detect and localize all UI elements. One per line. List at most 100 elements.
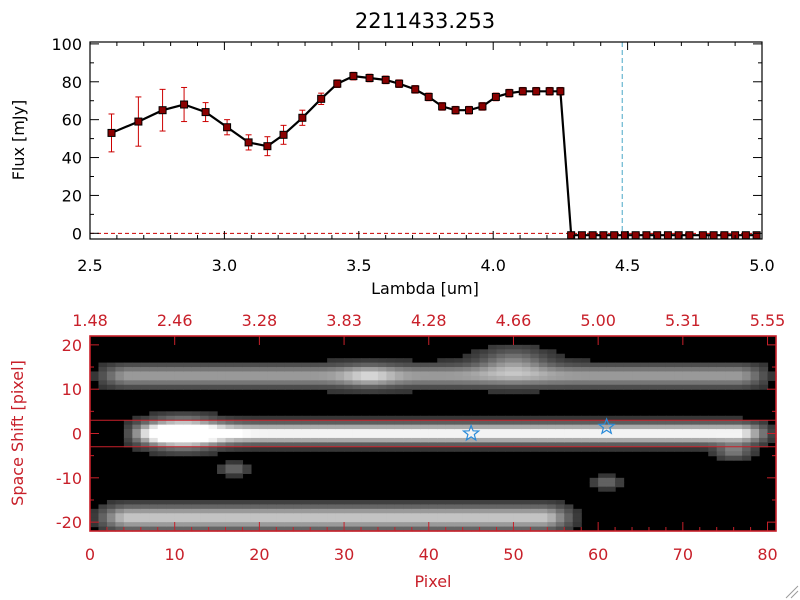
image-pixel bbox=[132, 415, 142, 421]
image-pixel bbox=[479, 526, 489, 532]
image-pixel bbox=[598, 375, 608, 381]
image-pixel bbox=[284, 504, 294, 510]
resize-grip-icon[interactable] bbox=[785, 585, 799, 599]
image-pixel bbox=[708, 424, 718, 430]
image-pixel bbox=[521, 526, 531, 532]
image-pixel bbox=[183, 513, 193, 519]
image-pixel bbox=[420, 375, 430, 381]
image-pixel bbox=[632, 420, 642, 426]
image-pixel bbox=[530, 429, 540, 435]
image-pixel bbox=[284, 420, 294, 426]
image-pixel bbox=[598, 482, 608, 488]
image-pixel bbox=[327, 429, 337, 435]
image-pixel bbox=[488, 446, 498, 452]
image-pixel bbox=[166, 522, 176, 528]
image-pixel bbox=[420, 415, 430, 421]
image-pixel bbox=[242, 526, 252, 532]
image-pixel bbox=[496, 504, 506, 510]
image-pixel bbox=[293, 371, 303, 377]
image-pixel bbox=[132, 362, 142, 368]
image-pixel bbox=[369, 424, 379, 430]
image-pixel bbox=[301, 371, 311, 377]
image-pixel bbox=[267, 526, 277, 532]
image-pixel bbox=[157, 526, 167, 532]
image-pixel bbox=[572, 358, 582, 364]
image-pixel bbox=[166, 415, 176, 421]
image-pixel bbox=[445, 437, 455, 443]
image-pixel bbox=[682, 371, 692, 377]
image-pixel bbox=[598, 384, 608, 390]
data-point bbox=[298, 113, 307, 122]
image-pixel bbox=[403, 424, 413, 430]
image-pixel bbox=[157, 504, 167, 510]
image-pixel bbox=[123, 437, 133, 443]
spectral-image-y-axis-label: Space Shift [pixel] bbox=[8, 360, 27, 506]
image-pixel bbox=[377, 380, 388, 386]
image-pixel bbox=[191, 420, 201, 426]
image-pixel bbox=[318, 362, 328, 368]
image-pixel bbox=[555, 424, 565, 430]
image-pixel bbox=[615, 371, 625, 377]
image-pixel bbox=[327, 420, 337, 426]
image-pixel bbox=[301, 504, 311, 510]
image-pixel bbox=[708, 433, 718, 439]
image-pixel bbox=[132, 384, 142, 390]
image-pixel bbox=[742, 384, 752, 390]
image-pixel bbox=[674, 446, 684, 452]
image-pixel bbox=[344, 526, 354, 532]
image-pixel bbox=[259, 371, 269, 377]
image-pixel bbox=[521, 517, 531, 523]
image-pixel bbox=[233, 517, 244, 523]
image-pixel bbox=[648, 429, 659, 435]
image-pixel bbox=[530, 353, 540, 359]
image-pixel bbox=[115, 522, 125, 528]
image-pixel bbox=[233, 464, 244, 470]
image-pixel bbox=[657, 380, 667, 386]
image-pixel bbox=[733, 415, 743, 421]
image-pixel bbox=[225, 508, 235, 514]
image-pixel bbox=[149, 380, 159, 386]
image-pixel bbox=[208, 522, 218, 528]
image-pixel bbox=[437, 380, 447, 386]
image-pixel bbox=[149, 375, 159, 381]
image-pixel bbox=[513, 358, 523, 364]
image-pixel bbox=[394, 437, 404, 443]
image-pixel bbox=[377, 424, 388, 430]
image-pixel bbox=[344, 442, 354, 448]
image-pixel bbox=[267, 367, 277, 373]
image-pixel bbox=[352, 526, 362, 532]
image-pixel bbox=[488, 517, 498, 523]
y-tick-label: 40 bbox=[62, 149, 82, 168]
image-pixel bbox=[267, 429, 277, 435]
image-pixel bbox=[394, 375, 404, 381]
image-pixel bbox=[361, 380, 371, 386]
image-pixel bbox=[759, 442, 769, 448]
image-pixel bbox=[428, 429, 438, 435]
image-pixel bbox=[437, 508, 447, 514]
image-pixel bbox=[462, 522, 472, 528]
image-pixel bbox=[699, 429, 709, 435]
image-pixel bbox=[361, 362, 371, 368]
y-tick-label: 0 bbox=[72, 224, 82, 243]
image-pixel bbox=[759, 437, 769, 443]
image-pixel bbox=[191, 380, 201, 386]
data-point bbox=[478, 102, 487, 111]
image-pixel bbox=[488, 371, 498, 377]
image-pixel bbox=[462, 513, 472, 519]
image-pixel bbox=[411, 499, 421, 506]
image-pixel bbox=[521, 380, 531, 386]
image-pixel bbox=[361, 499, 371, 506]
image-pixel bbox=[293, 522, 303, 528]
image-pixel bbox=[123, 442, 133, 448]
image-pixel bbox=[496, 526, 506, 532]
image-pixel bbox=[504, 358, 515, 364]
image-pixel bbox=[716, 455, 726, 461]
image-pixel bbox=[581, 362, 591, 368]
image-pixel bbox=[589, 429, 599, 435]
image-pixel bbox=[496, 362, 506, 368]
image-pixel bbox=[411, 504, 421, 510]
image-pixel bbox=[488, 420, 498, 426]
image-pixel bbox=[123, 367, 133, 373]
image-pixel bbox=[259, 513, 269, 519]
image-pixel bbox=[742, 367, 752, 373]
